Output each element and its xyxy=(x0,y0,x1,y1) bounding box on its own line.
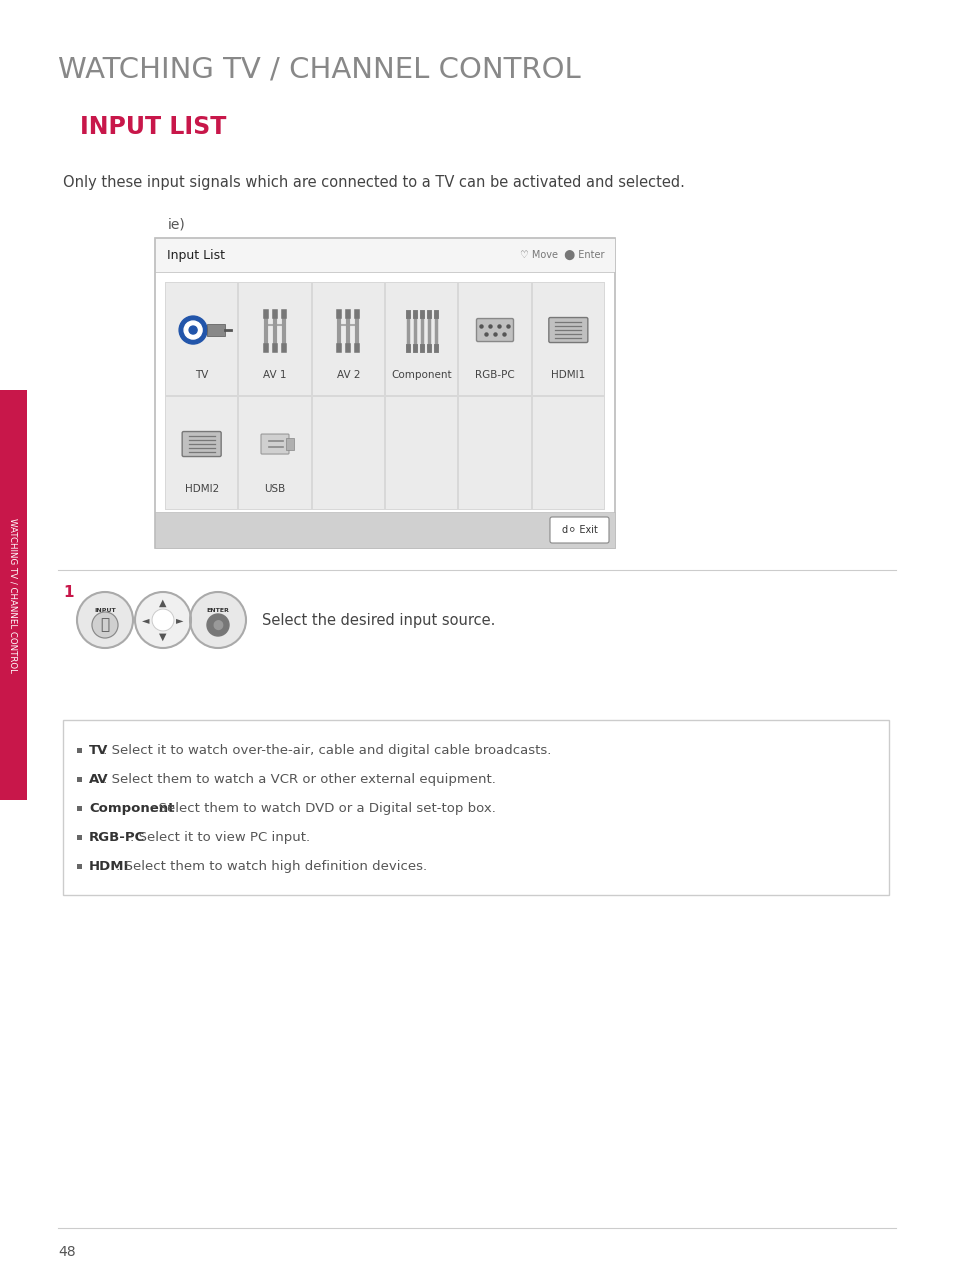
Text: AV 1: AV 1 xyxy=(263,370,287,380)
Bar xyxy=(166,397,237,509)
Text: ENTER: ENTER xyxy=(207,608,230,613)
Bar xyxy=(154,238,615,548)
Bar xyxy=(239,397,311,509)
Text: ie): ie) xyxy=(168,218,186,232)
Text: 1: 1 xyxy=(63,585,73,600)
FancyBboxPatch shape xyxy=(550,516,608,543)
Circle shape xyxy=(184,321,202,340)
Bar xyxy=(313,397,384,509)
Circle shape xyxy=(190,591,246,647)
Text: RGB-PC: RGB-PC xyxy=(89,831,145,843)
Text: ⬤: ⬤ xyxy=(213,619,223,630)
Text: INPUT: INPUT xyxy=(94,608,115,613)
Text: ►: ► xyxy=(176,614,184,625)
Circle shape xyxy=(179,315,207,343)
Text: RGB-PC: RGB-PC xyxy=(475,370,515,380)
Bar xyxy=(77,805,82,810)
Text: WATCHING TV / CHANNEL CONTROL: WATCHING TV / CHANNEL CONTROL xyxy=(58,55,580,83)
Bar xyxy=(458,282,530,396)
Text: AV: AV xyxy=(89,772,109,786)
Bar xyxy=(166,282,237,396)
Text: TV: TV xyxy=(89,744,109,757)
Bar xyxy=(386,397,456,509)
Bar xyxy=(154,238,615,272)
Bar xyxy=(207,324,225,336)
Text: d⚪ Exit: d⚪ Exit xyxy=(561,525,597,536)
Text: Component: Component xyxy=(391,370,452,380)
Circle shape xyxy=(77,591,132,647)
Text: WATCHING TV / CHANNEL CONTROL: WATCHING TV / CHANNEL CONTROL xyxy=(9,518,17,673)
Bar xyxy=(286,438,294,450)
FancyBboxPatch shape xyxy=(476,318,513,342)
Bar xyxy=(77,834,82,840)
Bar xyxy=(386,282,456,396)
Bar xyxy=(0,391,27,800)
Bar xyxy=(77,864,82,869)
Text: Component: Component xyxy=(89,801,174,814)
Text: ♡ Move  ⬤ Enter: ♡ Move ⬤ Enter xyxy=(520,249,604,259)
Text: HDMI: HDMI xyxy=(89,860,130,873)
Text: : Select it to watch over-the-air, cable and digital cable broadcasts.: : Select it to watch over-the-air, cable… xyxy=(103,744,551,757)
Text: : Select it to view PC input.: : Select it to view PC input. xyxy=(130,831,310,843)
Bar xyxy=(532,282,603,396)
Bar xyxy=(165,282,604,510)
Text: ▲: ▲ xyxy=(159,598,167,608)
Bar xyxy=(532,397,603,509)
Text: INPUT LIST: INPUT LIST xyxy=(80,114,226,139)
Bar xyxy=(77,777,82,782)
Text: ▼: ▼ xyxy=(159,632,167,642)
Text: ◄: ◄ xyxy=(142,614,150,625)
Bar xyxy=(154,513,615,548)
Text: HDMI2: HDMI2 xyxy=(184,483,218,494)
Text: AV 2: AV 2 xyxy=(336,370,359,380)
Bar xyxy=(458,397,530,509)
Text: TV: TV xyxy=(194,370,208,380)
Text: Input List: Input List xyxy=(167,248,225,262)
Bar xyxy=(239,282,311,396)
Text: : Select them to watch DVD or a Digital set-top box.: : Select them to watch DVD or a Digital … xyxy=(150,801,496,814)
Circle shape xyxy=(91,612,118,639)
Text: Only these input signals which are connected to a TV can be activated and select: Only these input signals which are conne… xyxy=(63,176,684,190)
Circle shape xyxy=(152,609,173,631)
FancyBboxPatch shape xyxy=(182,431,221,457)
Circle shape xyxy=(207,614,229,636)
Text: : Select them to watch high definition devices.: : Select them to watch high definition d… xyxy=(116,860,427,873)
Text: 48: 48 xyxy=(58,1245,75,1259)
Bar xyxy=(313,282,384,396)
Text: USB: USB xyxy=(264,483,285,494)
Text: : Select them to watch a VCR or other external equipment.: : Select them to watch a VCR or other ex… xyxy=(103,772,495,786)
Text: ⭯: ⭯ xyxy=(100,617,110,632)
Circle shape xyxy=(135,591,191,647)
Bar xyxy=(77,748,82,753)
FancyBboxPatch shape xyxy=(548,318,587,342)
Circle shape xyxy=(189,326,197,335)
FancyBboxPatch shape xyxy=(261,434,289,454)
Bar xyxy=(63,720,888,895)
Text: HDMI1: HDMI1 xyxy=(551,370,585,380)
Text: Select the desired input source.: Select the desired input source. xyxy=(262,613,495,627)
